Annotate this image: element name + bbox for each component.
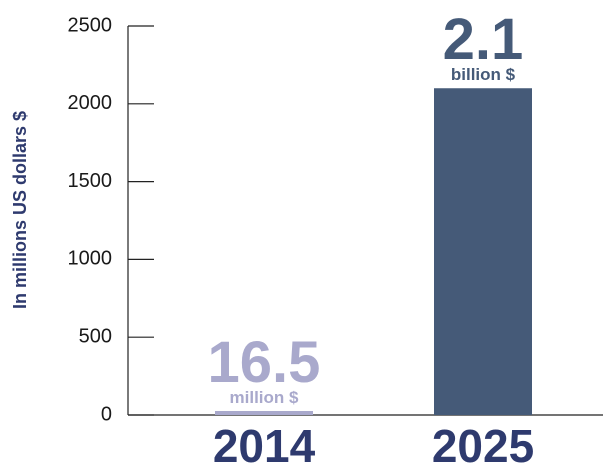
data-label-value: 16.5	[208, 330, 321, 395]
y-axis-label: In millions US dollars $	[10, 111, 30, 309]
y-tick-label: 1500	[68, 170, 113, 192]
data-label-value: 2.1	[443, 7, 524, 72]
y-tick-label: 0	[101, 403, 112, 425]
y-tick-label: 2000	[68, 92, 113, 114]
bar-2025	[434, 88, 532, 416]
category-label: 2014	[213, 420, 316, 467]
data-label-unit: billion $	[451, 65, 516, 84]
y-tick-label: 500	[79, 325, 112, 347]
data-label-unit: million $	[230, 388, 300, 407]
category-label: 2025	[432, 420, 534, 467]
bar-2014	[215, 411, 313, 415]
y-tick-label: 1000	[68, 248, 113, 270]
y-tick-label: 2500	[68, 14, 113, 36]
